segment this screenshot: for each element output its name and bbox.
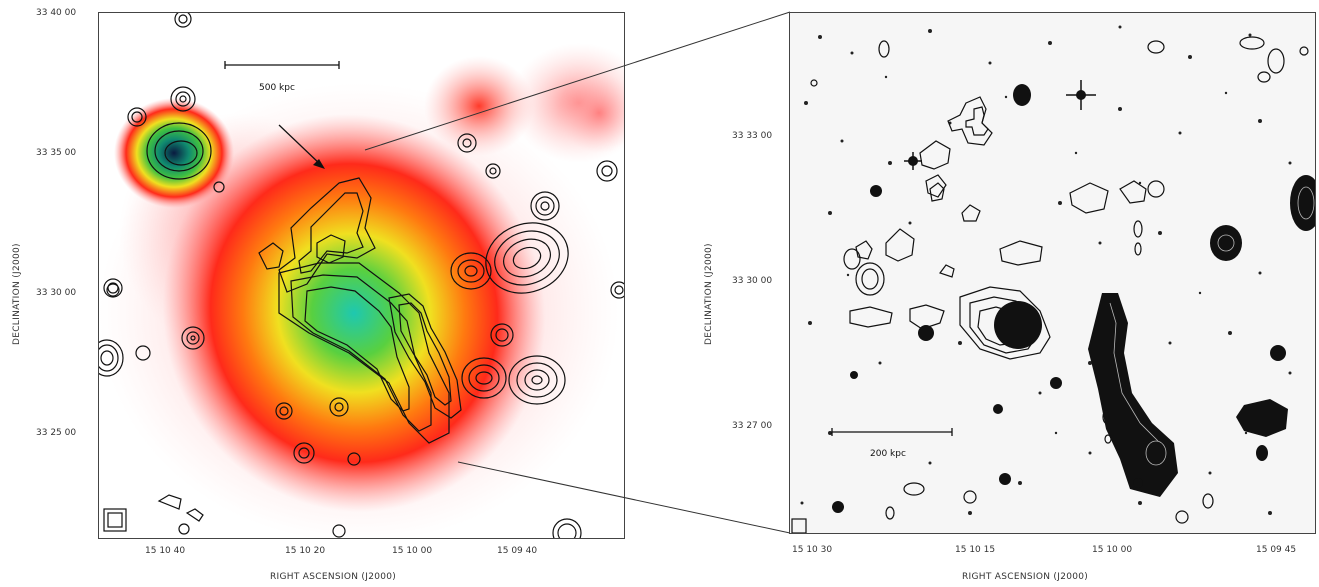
right-y-tick: 33 27 00 [732,421,773,431]
left-scale-bar-label: 500 kpc [259,83,295,93]
left-x-tick: 15 10 00 [392,546,433,556]
right-x-tick: 15 10 15 [955,545,996,555]
right-x-tick: 15 10 00 [1092,545,1133,555]
left-y-tick: 33 25 00 [36,428,77,438]
right-panel-frame: 200 kpc [789,12,1316,534]
left-y-tick: 33 30 00 [36,288,77,298]
right-y-tick: 33 33 00 [732,131,773,141]
left-x-tick: 15 10 40 [145,546,186,556]
left-x-axis-title: RIGHT ASCENSION (J2000) [270,572,397,582]
right-y-tick: 33 30 00 [732,276,773,286]
left-y-axis-title: DECLINATION (J2000) [12,243,22,345]
xray-radio-image [99,13,624,538]
right-y-axis-title: DECLINATION (J2000) [704,243,714,345]
left-x-tick: 15 09 40 [497,546,538,556]
left-y-tick: 33 35 00 [36,148,77,158]
left-x-tick: 15 10 20 [285,546,326,556]
optical-radio-image [790,13,1315,533]
right-x-tick: 15 10 30 [792,545,833,555]
left-y-tick: 33 40 00 [36,8,77,18]
left-panel-frame: 500 kpc [98,12,625,539]
right-scale-bar-label: 200 kpc [870,449,906,459]
right-x-tick: 15 09 45 [1256,545,1297,555]
right-x-axis-title: RIGHT ASCENSION (J2000) [962,572,1089,582]
